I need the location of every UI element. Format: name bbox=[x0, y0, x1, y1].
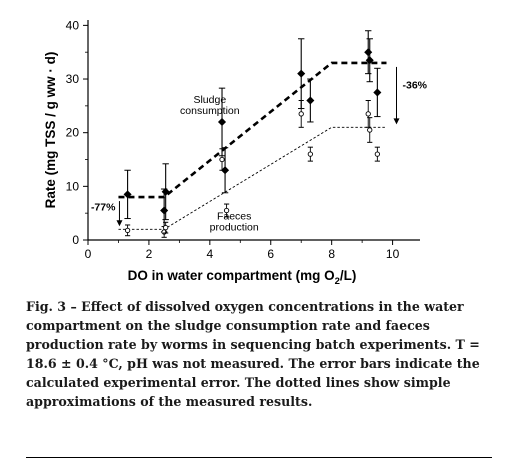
x-tick-label: 4 bbox=[206, 247, 213, 261]
annotation-label: -77% bbox=[91, 202, 116, 214]
figure-caption: Fig. 3 – Effect of dissolved oxygen conc… bbox=[26, 297, 500, 411]
y-tick-label: 0 bbox=[72, 233, 79, 247]
caption-figref: Fig. 3 bbox=[26, 299, 67, 314]
data-point-sludge bbox=[160, 206, 169, 215]
data-point-faeces bbox=[298, 111, 304, 117]
data-point-sludge bbox=[161, 187, 170, 196]
bottom-rule bbox=[26, 457, 492, 458]
y-tick-label: 20 bbox=[66, 126, 80, 140]
data-point-faeces bbox=[124, 227, 131, 233]
y-axis-label: Rate (mg TSS / g ww · d) bbox=[43, 52, 58, 209]
caption-text: – Effect of dissolved oxygen concentrati… bbox=[26, 299, 480, 409]
data-point-sludge bbox=[365, 56, 374, 65]
data-point-sludge bbox=[364, 48, 373, 57]
annotation-label: -36% bbox=[402, 80, 427, 92]
data-point-faeces bbox=[307, 151, 313, 157]
chart: 0 2 4 6 8 10 0 10 20 30 40 DO in water compartment … bbox=[43, 18, 428, 287]
data-point-faeces bbox=[367, 127, 373, 133]
y-tick-label: 10 bbox=[66, 179, 80, 193]
data-point-faeces bbox=[219, 156, 225, 163]
approx-line-faeces bbox=[118, 126, 387, 230]
y-tick-label: 40 bbox=[66, 18, 80, 32]
data-point-faeces bbox=[163, 225, 169, 231]
annotation-arrowhead bbox=[393, 118, 400, 125]
data-point-sludge bbox=[217, 117, 227, 126]
data-point-faeces bbox=[374, 151, 381, 157]
x-tick-label: 6 bbox=[267, 247, 274, 261]
series-label-faeces: Faeces production bbox=[210, 211, 259, 234]
data-point-sludge bbox=[297, 69, 306, 78]
data-point-faeces bbox=[223, 207, 230, 214]
series-label-sludge: Sludge consumption bbox=[180, 94, 240, 117]
x-axis-label: DO in water compartment (mg O2/L) bbox=[128, 268, 357, 287]
x-tick-label: 0 bbox=[85, 247, 92, 261]
approx-line-sludge bbox=[118, 61, 387, 199]
data-point-sludge bbox=[123, 190, 132, 199]
data-point-sludge bbox=[373, 88, 382, 97]
data-point-sludge bbox=[221, 166, 230, 175]
y-tick-label: 30 bbox=[66, 72, 80, 86]
data-point-sludge bbox=[306, 96, 315, 105]
x-tick-label: 8 bbox=[328, 247, 335, 261]
x-tick-label: 2 bbox=[146, 247, 153, 261]
x-tick-label: 10 bbox=[386, 247, 400, 261]
annotation-arrowhead bbox=[116, 220, 123, 227]
data-point-faeces bbox=[365, 111, 371, 117]
